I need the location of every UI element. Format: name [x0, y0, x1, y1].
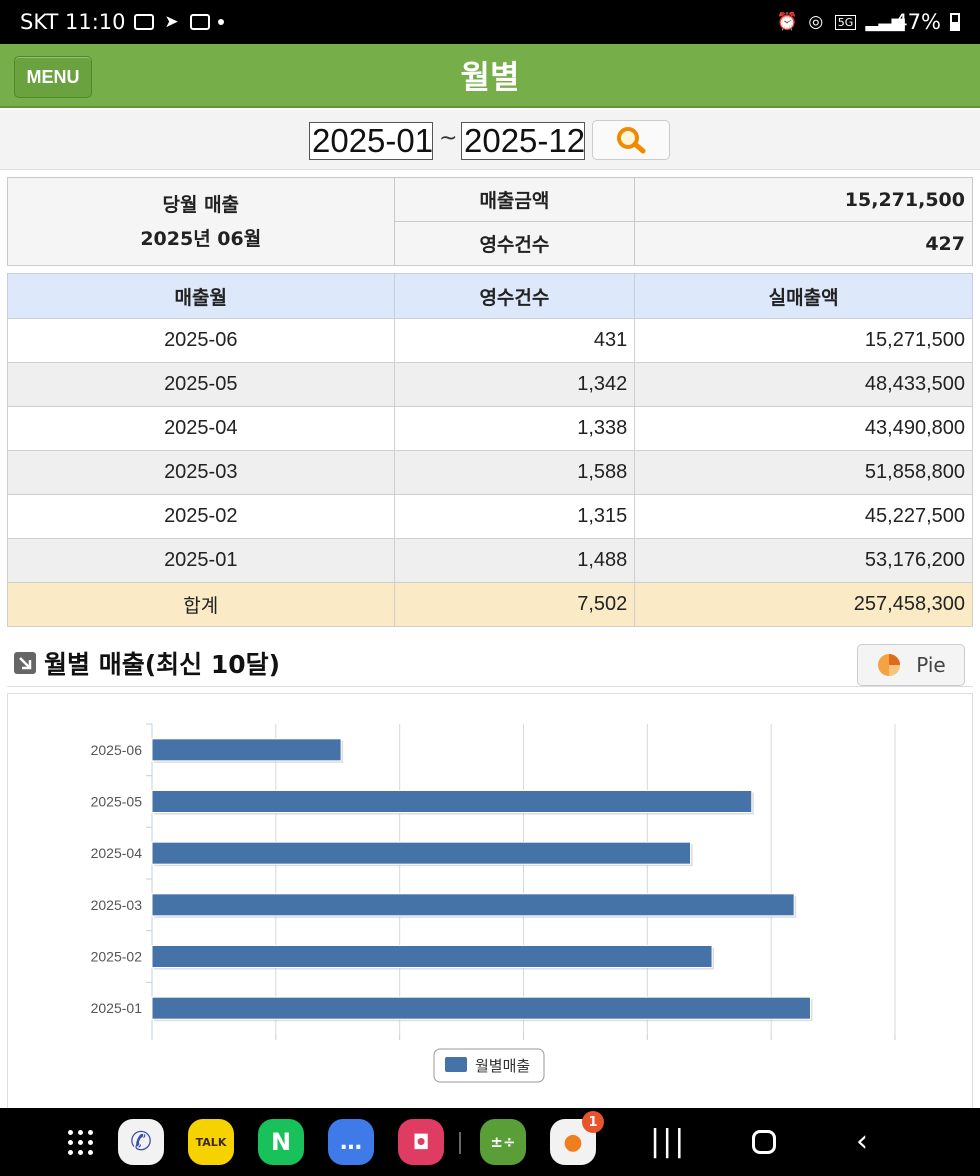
- search-icon: [617, 127, 646, 154]
- network-icon: 5G: [834, 14, 857, 30]
- cell-month: 2025-02: [7, 494, 395, 539]
- category-label: 2025-03: [91, 897, 143, 913]
- search-button[interactable]: [592, 120, 670, 160]
- bar: [151, 945, 713, 968]
- date-separator: ~: [439, 126, 458, 151]
- receipt-count-value: 427: [634, 221, 973, 266]
- battery-icon: [950, 13, 960, 31]
- bar: [151, 893, 795, 917]
- legend-label: 월별매출: [475, 1057, 530, 1075]
- divider: [7, 686, 973, 687]
- bar-chart: 2025-06 2025-05 2025-04 2025-03 2025-02 2025-…: [91, 723, 896, 1083]
- total-sales: 257,458,300: [634, 582, 973, 627]
- phone-app-icon[interactable]: ✆: [118, 1119, 164, 1165]
- current-month-summary: 당월 매출 2025년 06월 매출금액 15,271,500 영수건수 427: [7, 177, 973, 266]
- column-header-receipts: 영수건수: [393, 273, 636, 319]
- status-bar: SKT 11:10 ➤ ⏰ ◎ 5G ▂▃▅ 47%: [0, 0, 980, 44]
- cell-month: 2025-06: [7, 318, 395, 363]
- carrier-time: SKT 11:10: [20, 10, 126, 34]
- notification-badge: 1: [582, 1111, 604, 1133]
- summary-period: 당월 매출 2025년 06월: [7, 177, 395, 266]
- cell-sales: 51,858,800: [634, 450, 973, 495]
- end-date-input[interactable]: 2025-12: [461, 122, 585, 160]
- messages-app-icon[interactable]: …: [328, 1119, 374, 1165]
- carrot-app-icon[interactable]: ● 1: [550, 1111, 604, 1165]
- more-notifications-icon: [217, 19, 224, 25]
- recent-apps-button[interactable]: |||: [650, 1124, 687, 1159]
- table-row[interactable]: 2025-05 1,342 48,433,500: [7, 362, 973, 407]
- category-label: 2025-05: [91, 794, 143, 810]
- camera-app-icon[interactable]: ◘: [398, 1119, 444, 1165]
- category-label: 2025-01: [91, 1000, 143, 1016]
- pie-chart-icon: [878, 654, 901, 676]
- menu-button[interactable]: MENU: [14, 56, 92, 98]
- category-label: 2025-04: [91, 845, 143, 861]
- chart-section-header: 월별 매출(최신 10달): [14, 645, 280, 681]
- app-header: MENU 월별: [0, 44, 980, 108]
- total-row: 합계 7,502 257,458,300: [7, 582, 973, 627]
- table-row[interactable]: 2025-03 1,588 51,858,800: [7, 450, 973, 495]
- monthly-sales-chart: 2025-06 2025-05 2025-04 2025-03 2025-02 2025-…: [7, 693, 973, 1113]
- notification-icon: [189, 14, 210, 30]
- cell-sales: 53,176,200: [634, 538, 973, 583]
- telegram-icon: ➤: [164, 12, 179, 32]
- cell-receipts: 1,342: [393, 362, 636, 407]
- cell-sales: 43,490,800: [634, 406, 973, 451]
- sales-amount-label: 매출금액: [393, 177, 636, 222]
- cell-receipts: 431: [393, 318, 636, 363]
- app-drawer-icon[interactable]: [68, 1130, 94, 1156]
- category-label: 2025-02: [91, 949, 143, 965]
- summary-period-label: 당월 매출: [162, 193, 240, 216]
- total-label: 합계: [7, 582, 395, 627]
- home-button[interactable]: [752, 1130, 776, 1154]
- cell-receipts: 1,315: [393, 494, 636, 539]
- arrow-down-right-icon: [14, 652, 36, 674]
- summary-period-value: 2025년 06월: [140, 227, 262, 250]
- table-row[interactable]: 2025-01 1,488 53,176,200: [7, 538, 973, 583]
- cell-sales: 15,271,500: [634, 318, 973, 363]
- table-row[interactable]: 2025-06 431 15,271,500: [7, 318, 973, 363]
- battery-level: 47%: [894, 10, 941, 34]
- category-label: 2025-06: [91, 742, 143, 758]
- cell-receipts: 1,588: [393, 450, 636, 495]
- bar: [151, 790, 753, 813]
- cell-month: 2025-01: [7, 538, 395, 583]
- cell-month: 2025-03: [7, 450, 395, 495]
- page-title: 월별: [460, 58, 520, 96]
- cell-sales: 45,227,500: [634, 494, 973, 539]
- back-button[interactable]: ‹: [856, 1124, 868, 1159]
- cell-receipts: 1,488: [393, 538, 636, 583]
- navigation-bar: ✆ TALK N … ◘ ±÷ ● 1 ||| ‹: [0, 1108, 980, 1176]
- naver-app-icon[interactable]: N: [258, 1119, 304, 1165]
- cell-month: 2025-04: [7, 406, 395, 451]
- column-header-month: 매출월: [7, 273, 395, 319]
- date-range-bar: 2025-01 ~ 2025-12: [0, 110, 980, 170]
- bar: [151, 841, 692, 865]
- column-header-sales: 실매출액: [634, 273, 973, 319]
- receipt-count-label: 영수건수: [393, 221, 636, 266]
- cell-sales: 48,433,500: [634, 362, 973, 407]
- sales-amount-value: 15,271,500: [634, 177, 973, 222]
- gallery-icon: [133, 14, 154, 30]
- cell-receipts: 1,338: [393, 406, 636, 451]
- start-date-input[interactable]: 2025-01: [309, 122, 433, 160]
- pie-chart-button[interactable]: Pie: [857, 644, 965, 686]
- bar: [151, 996, 811, 1020]
- legend-swatch: [445, 1057, 467, 1072]
- divider: [459, 1132, 461, 1154]
- kakaotalk-app-icon[interactable]: TALK: [188, 1119, 234, 1165]
- signal-icon: ▂▃▅: [865, 12, 905, 32]
- bar: [151, 738, 342, 762]
- pie-button-label: Pie: [916, 653, 946, 677]
- monthly-sales-table: 매출월 영수건수 실매출액 2025-06 431 15,271,500 202…: [7, 273, 973, 627]
- alarm-icon: ⏰: [776, 12, 798, 32]
- total-receipts: 7,502: [393, 582, 636, 627]
- cell-month: 2025-05: [7, 362, 395, 407]
- calculator-app-icon[interactable]: ±÷: [480, 1119, 526, 1165]
- table-row[interactable]: 2025-02 1,315 45,227,500: [7, 494, 973, 539]
- table-row[interactable]: 2025-04 1,338 43,490,800: [7, 406, 973, 451]
- chart-title: 월별 매출(최신 10달): [44, 650, 281, 679]
- hotspot-icon: ◎: [808, 12, 824, 32]
